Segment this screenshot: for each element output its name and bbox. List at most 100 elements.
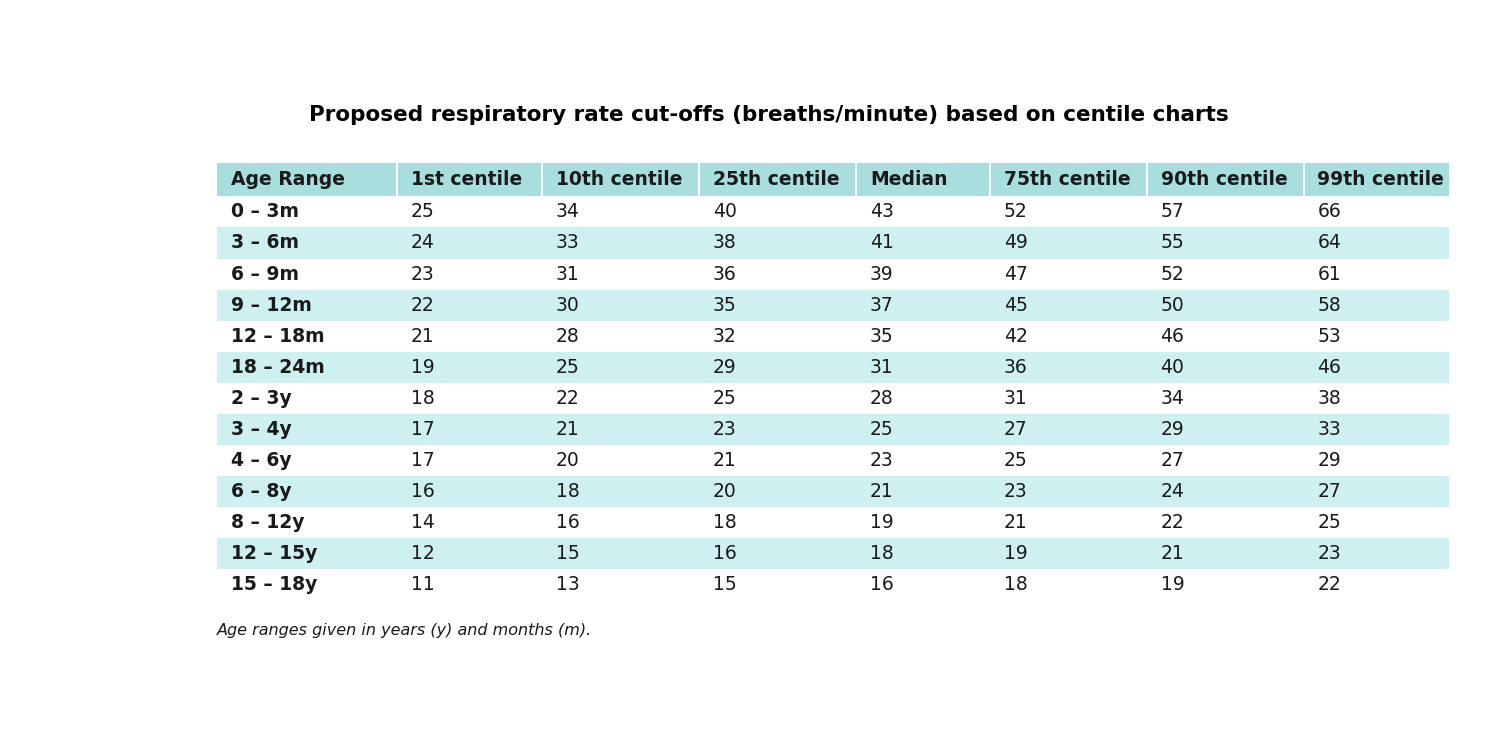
Text: 33: 33: [556, 233, 580, 252]
Text: 25: 25: [1004, 450, 1028, 470]
Bar: [216, 444, 1449, 476]
Text: 19: 19: [1004, 544, 1028, 562]
Text: 27: 27: [1317, 482, 1341, 501]
Text: 90th centile: 90th centile: [1161, 170, 1287, 189]
Text: 18 – 24m: 18 – 24m: [231, 358, 324, 376]
Text: 29: 29: [1317, 450, 1341, 470]
Text: 25: 25: [1317, 513, 1341, 532]
Text: 21: 21: [411, 327, 435, 346]
Text: 40: 40: [1161, 358, 1185, 376]
Text: 28: 28: [556, 327, 580, 346]
Text: 19: 19: [1161, 575, 1185, 593]
Text: 29: 29: [712, 358, 736, 376]
Text: 37: 37: [870, 295, 894, 315]
Text: 49: 49: [1004, 233, 1028, 252]
Text: 15 – 18y: 15 – 18y: [231, 575, 316, 593]
Text: 4 – 6y: 4 – 6y: [231, 450, 291, 470]
Text: 24: 24: [1161, 482, 1185, 501]
Text: 57: 57: [1161, 203, 1185, 221]
Bar: [216, 507, 1449, 538]
Text: 3 – 6m: 3 – 6m: [231, 233, 298, 252]
Text: 12 – 18m: 12 – 18m: [231, 327, 324, 346]
Bar: [1304, 163, 1449, 197]
Bar: [216, 321, 1449, 352]
Text: 25: 25: [870, 419, 894, 438]
Text: 45: 45: [1004, 295, 1028, 315]
Bar: [1146, 163, 1304, 197]
Text: 46: 46: [1161, 327, 1185, 346]
Text: 22: 22: [556, 389, 580, 407]
Text: 11: 11: [411, 575, 435, 593]
Bar: [216, 413, 1449, 444]
Bar: [216, 352, 1449, 383]
Text: 38: 38: [1317, 389, 1341, 407]
Text: 17: 17: [411, 450, 435, 470]
Text: 23: 23: [1317, 544, 1341, 562]
Text: 43: 43: [870, 203, 894, 221]
Text: 25: 25: [411, 203, 435, 221]
Text: 18: 18: [556, 482, 580, 501]
Text: 35: 35: [870, 327, 894, 346]
Bar: [856, 163, 990, 197]
Bar: [216, 163, 396, 197]
Text: 27: 27: [1161, 450, 1185, 470]
Text: 0 – 3m: 0 – 3m: [231, 203, 298, 221]
Text: 32: 32: [712, 327, 736, 346]
Text: 46: 46: [1317, 358, 1341, 376]
Text: 21: 21: [712, 450, 736, 470]
Bar: [216, 538, 1449, 569]
Text: 35: 35: [712, 295, 736, 315]
Text: 20: 20: [556, 450, 580, 470]
Text: 21: 21: [1161, 544, 1185, 562]
Bar: [216, 383, 1449, 413]
Text: 36: 36: [712, 264, 736, 284]
Text: Age Range: Age Range: [231, 170, 345, 189]
Bar: [216, 258, 1449, 289]
Text: 52: 52: [1004, 203, 1028, 221]
Text: 19: 19: [870, 513, 894, 532]
Text: 12 – 15y: 12 – 15y: [231, 544, 316, 562]
Text: 6 – 8y: 6 – 8y: [231, 482, 291, 501]
Text: 34: 34: [1161, 389, 1185, 407]
Text: 1st centile: 1st centile: [411, 170, 522, 189]
Text: Proposed respiratory rate cut-offs (breaths/minute) based on centile charts: Proposed respiratory rate cut-offs (brea…: [309, 105, 1228, 125]
Text: 64: 64: [1317, 233, 1341, 252]
Text: 29: 29: [1161, 419, 1185, 438]
Text: 21: 21: [870, 482, 894, 501]
Text: 23: 23: [1004, 482, 1028, 501]
Text: 55: 55: [1161, 233, 1185, 252]
Text: 14: 14: [411, 513, 435, 532]
Text: 8 – 12y: 8 – 12y: [231, 513, 304, 532]
Text: 18: 18: [1004, 575, 1028, 593]
Text: 15: 15: [556, 544, 580, 562]
Text: 30: 30: [556, 295, 580, 315]
Text: 15: 15: [712, 575, 736, 593]
Text: 25: 25: [712, 389, 736, 407]
Text: 31: 31: [1004, 389, 1028, 407]
Bar: [216, 227, 1449, 258]
Text: 58: 58: [1317, 295, 1341, 315]
Text: 38: 38: [712, 233, 736, 252]
Text: 6 – 9m: 6 – 9m: [231, 264, 298, 284]
Text: 27: 27: [1004, 419, 1028, 438]
Text: 42: 42: [1004, 327, 1028, 346]
Text: 18: 18: [712, 513, 736, 532]
Text: 13: 13: [556, 575, 580, 593]
Text: 61: 61: [1317, 264, 1341, 284]
Text: 19: 19: [411, 358, 435, 376]
Text: 22: 22: [411, 295, 435, 315]
Text: 3 – 4y: 3 – 4y: [231, 419, 291, 438]
Bar: [699, 163, 856, 197]
Text: 16: 16: [411, 482, 435, 501]
Text: 2 – 3y: 2 – 3y: [231, 389, 291, 407]
Text: 16: 16: [870, 575, 894, 593]
Text: 23: 23: [712, 419, 736, 438]
Text: Age ranges given in years (y) and months (m).: Age ranges given in years (y) and months…: [216, 623, 592, 638]
Text: 24: 24: [411, 233, 435, 252]
Text: 50: 50: [1161, 295, 1185, 315]
Bar: [990, 163, 1146, 197]
Text: 16: 16: [712, 544, 736, 562]
Text: 10th centile: 10th centile: [556, 170, 682, 189]
Text: 28: 28: [870, 389, 894, 407]
Bar: [216, 289, 1449, 321]
